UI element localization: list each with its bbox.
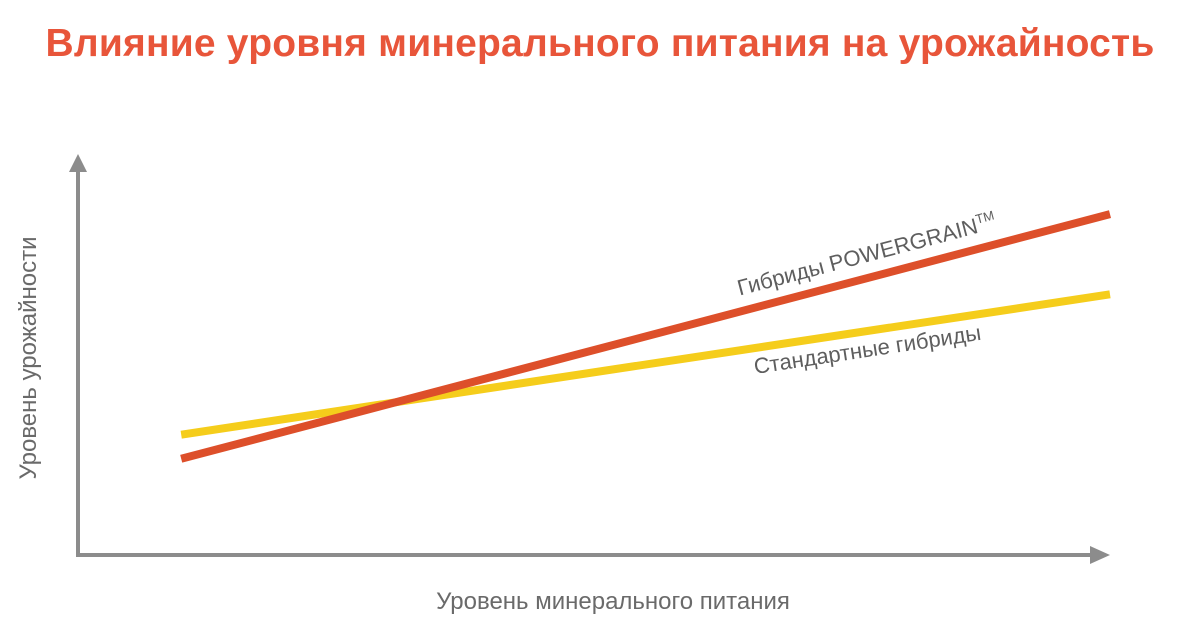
series-layer xyxy=(180,210,1112,463)
axes xyxy=(69,154,1110,564)
y-axis-label: Уровень урожайности xyxy=(15,236,42,479)
y-axis-arrow-icon xyxy=(69,154,87,172)
x-axis-label: Уровень минерального питания xyxy=(436,588,790,615)
chart-title: Влияние уровня минерального питания на у… xyxy=(45,22,1155,65)
x-axis-arrow-icon xyxy=(1090,546,1110,564)
series-line-2 xyxy=(180,290,1111,439)
series-line-1 xyxy=(180,210,1112,463)
trademark-superscript: TM xyxy=(974,208,996,227)
